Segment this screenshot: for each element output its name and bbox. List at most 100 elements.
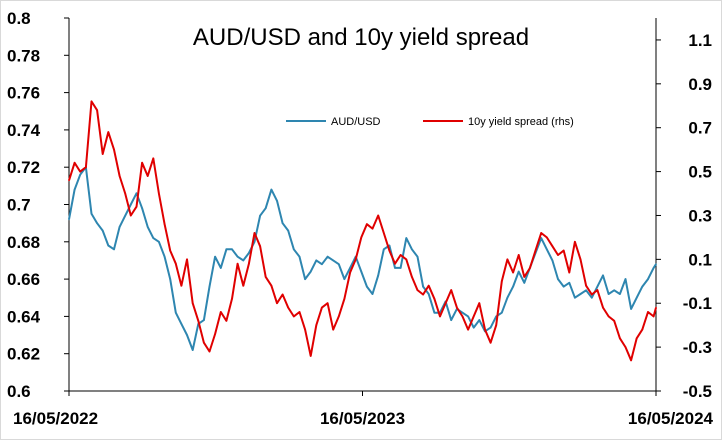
data-point-aud-usd <box>259 214 261 217</box>
data-point-10y-yield-spread-rhs <box>281 293 284 296</box>
data-point-aud-usd <box>332 259 335 262</box>
data-point-aud-usd <box>416 255 419 258</box>
chart-title: AUD/USD and 10y yield spread <box>193 24 529 51</box>
data-point-aud-usd <box>107 244 110 247</box>
data-point-aud-usd <box>124 214 126 217</box>
data-point-10y-yield-spread-rhs <box>551 245 554 247</box>
data-point-aud-usd <box>315 259 318 262</box>
data-point-10y-yield-spread-rhs <box>343 298 346 300</box>
data-point-aud-usd <box>293 248 295 251</box>
data-point-10y-yield-spread-rhs <box>562 249 565 252</box>
data-point-10y-yield-spread-rhs <box>366 223 368 225</box>
data-point-aud-usd <box>208 285 211 288</box>
data-point-10y-yield-spread-rhs <box>276 302 278 305</box>
data-point-aud-usd <box>321 263 323 266</box>
data-point-aud-usd <box>90 213 93 215</box>
left-y-tick-label: 0.7 <box>7 196 31 215</box>
data-point-10y-yield-spread-rhs <box>287 306 290 309</box>
data-point-10y-yield-spread-rhs <box>416 289 419 291</box>
data-point-10y-yield-spread-rhs <box>613 320 615 322</box>
data-point-10y-yield-spread-rhs <box>169 249 171 252</box>
x-tick-label: 16/05/2022 <box>13 409 98 428</box>
data-point-10y-yield-spread-rhs <box>399 254 402 256</box>
data-point-aud-usd <box>101 229 104 232</box>
data-point-10y-yield-spread-rhs <box>124 192 126 195</box>
data-point-aud-usd <box>68 218 70 221</box>
data-point-10y-yield-spread-rhs <box>332 328 335 331</box>
data-point-aud-usd <box>96 222 98 224</box>
data-point-aud-usd <box>647 278 649 280</box>
data-point-aud-usd <box>591 296 593 299</box>
data-point-aud-usd <box>635 296 638 299</box>
data-point-10y-yield-spread-rhs <box>197 320 200 322</box>
right-y-tick-label: -0.1 <box>683 294 712 313</box>
data-point-aud-usd <box>309 270 312 273</box>
data-point-aud-usd <box>585 289 587 292</box>
legend-label-yield-spread: 10y yield spread (rhs) <box>468 116 574 128</box>
right-y-tick-label: 0.1 <box>688 250 712 269</box>
data-point-10y-yield-spread-rhs <box>85 166 87 168</box>
data-point-aud-usd <box>501 311 503 314</box>
data-point-aud-usd <box>557 278 559 280</box>
data-point-10y-yield-spread-rhs <box>461 315 464 318</box>
data-point-aud-usd <box>298 255 301 258</box>
data-point-aud-usd <box>214 255 216 258</box>
data-point-10y-yield-spread-rhs <box>248 262 250 265</box>
data-point-10y-yield-spread-rhs <box>619 337 621 340</box>
data-point-10y-yield-spread-rhs <box>529 267 531 269</box>
left-y-ticks: 0.6 0.62 0.64 0.66 0.68 0.7 0.72 0.74 0.76 0.78 0.… <box>7 9 69 401</box>
right-y-tick-label: 0.3 <box>688 206 712 225</box>
data-point-aud-usd <box>602 274 604 277</box>
data-point-10y-yield-spread-rhs <box>655 306 657 309</box>
data-point-aud-usd <box>152 237 155 239</box>
data-point-10y-yield-spread-rhs <box>208 350 211 353</box>
data-point-10y-yield-spread-rhs <box>523 276 526 278</box>
data-point-aud-usd <box>655 263 657 266</box>
data-point-10y-yield-spread-rhs <box>630 359 632 362</box>
data-point-aud-usd <box>546 248 548 251</box>
data-point-aud-usd <box>163 255 166 258</box>
data-point-aud-usd <box>422 285 424 288</box>
data-point-10y-yield-spread-rhs <box>652 315 655 318</box>
legend: AUD/USD 10y yield spread (rhs) <box>286 116 574 128</box>
data-point-10y-yield-spread-rhs <box>585 284 587 287</box>
data-point-aud-usd <box>613 289 615 292</box>
data-point-10y-yield-spread-rhs <box>90 100 93 103</box>
data-point-aud-usd <box>326 255 329 258</box>
data-point-aud-usd <box>506 296 509 299</box>
data-point-10y-yield-spread-rhs <box>422 293 424 296</box>
data-point-aud-usd <box>135 192 138 195</box>
data-point-10y-yield-spread-rhs <box>236 262 239 265</box>
data-point-aud-usd <box>146 226 149 228</box>
data-point-10y-yield-spread-rhs <box>371 227 374 230</box>
data-point-10y-yield-spread-rhs <box>152 157 155 160</box>
data-point-10y-yield-spread-rhs <box>489 341 492 344</box>
data-point-10y-yield-spread-rhs <box>377 214 380 217</box>
data-point-aud-usd <box>73 188 76 191</box>
data-point-aud-usd <box>130 203 132 206</box>
data-point-10y-yield-spread-rhs <box>298 311 301 313</box>
data-point-10y-yield-spread-rhs <box>304 328 306 331</box>
data-point-10y-yield-spread-rhs <box>568 271 571 274</box>
data-point-aud-usd <box>427 293 430 295</box>
data-point-10y-yield-spread-rhs <box>427 284 430 287</box>
left-y-tick-label: 0.68 <box>7 233 40 252</box>
data-point-10y-yield-spread-rhs <box>534 249 537 252</box>
data-point-aud-usd <box>596 285 599 288</box>
data-point-10y-yield-spread-rhs <box>484 328 486 331</box>
left-y-tick-label: 0.62 <box>7 345 40 364</box>
data-point-10y-yield-spread-rhs <box>388 249 391 252</box>
right-y-tick-label: -0.5 <box>683 382 712 401</box>
data-point-aud-usd <box>248 252 250 254</box>
data-point-10y-yield-spread-rhs <box>186 258 188 261</box>
data-point-aud-usd <box>512 285 514 288</box>
right-y-tick-label: 1.1 <box>688 31 712 50</box>
data-point-aud-usd <box>568 282 571 284</box>
data-point-10y-yield-spread-rhs <box>321 306 323 309</box>
data-point-10y-yield-spread-rhs <box>214 333 216 335</box>
data-point-aud-usd <box>399 267 402 269</box>
data-point-aud-usd <box>360 270 363 273</box>
data-point-aud-usd <box>236 255 239 258</box>
data-point-aud-usd <box>619 293 621 295</box>
data-point-10y-yield-spread-rhs <box>242 284 245 287</box>
